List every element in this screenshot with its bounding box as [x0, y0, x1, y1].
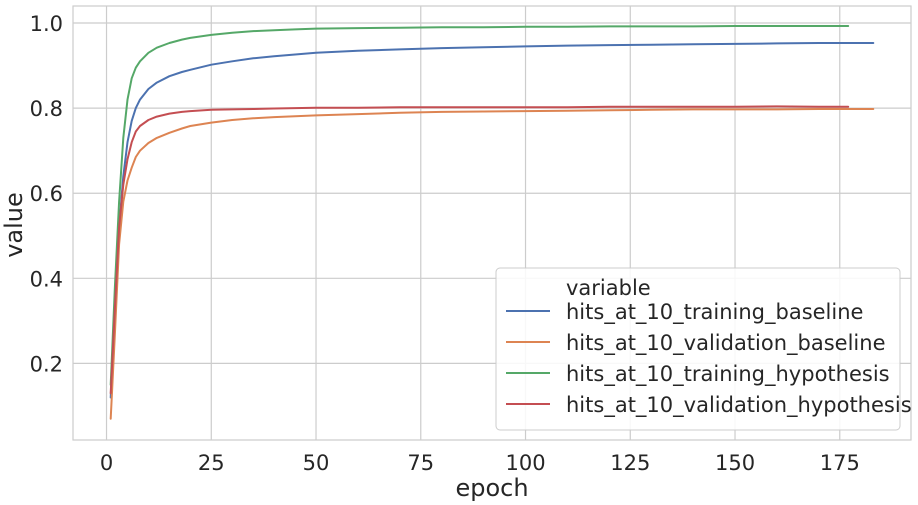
x-tick-label: 125: [610, 451, 650, 475]
legend-entry-label: hits_at_10_validation_baseline: [566, 331, 886, 356]
legend: variable hits_at_10_training_baselinehit…: [495, 267, 912, 431]
legend-box: [495, 267, 901, 431]
series-layer: [109, 25, 875, 420]
y-tick-label: 0.8: [30, 97, 63, 121]
x-tick-label: 50: [303, 451, 330, 475]
y-tick-label: 0.4: [30, 267, 63, 291]
series-line-2: [109, 108, 875, 420]
x-axis-title: epoch: [455, 474, 528, 502]
tick-labels: 0 25 50 75 100 125 150 175 0.2 0.4 0.6 0.8 1.0: [30, 12, 860, 475]
x-tick-label: 100: [505, 451, 545, 475]
y-tick-label: 0.6: [30, 182, 63, 206]
x-tick-label: 25: [198, 451, 225, 475]
y-axis-title: value: [0, 192, 28, 258]
legend-entry-label: hits_at_10_training_hypothesis: [566, 362, 890, 387]
y-tick-label: 0.2: [30, 352, 63, 376]
x-tick-label: 75: [407, 451, 434, 475]
x-tick-label: 175: [820, 451, 860, 475]
legend-entry-label: hits_at_10_training_baseline: [566, 300, 863, 325]
y-tick-label: 1.0: [30, 12, 63, 36]
x-tick-label: 150: [715, 451, 755, 475]
series-line-3: [109, 25, 850, 386]
series-line-1: [109, 42, 875, 399]
legend-entry-label: hits_at_10_validation_hypothesis: [566, 393, 912, 418]
x-tick-label: 0: [100, 451, 113, 475]
legend-title: variable: [566, 276, 651, 300]
legend-entries: hits_at_10_training_baseline hits_at_10_v…: [506, 300, 912, 418]
series-line-4: [109, 105, 850, 395]
